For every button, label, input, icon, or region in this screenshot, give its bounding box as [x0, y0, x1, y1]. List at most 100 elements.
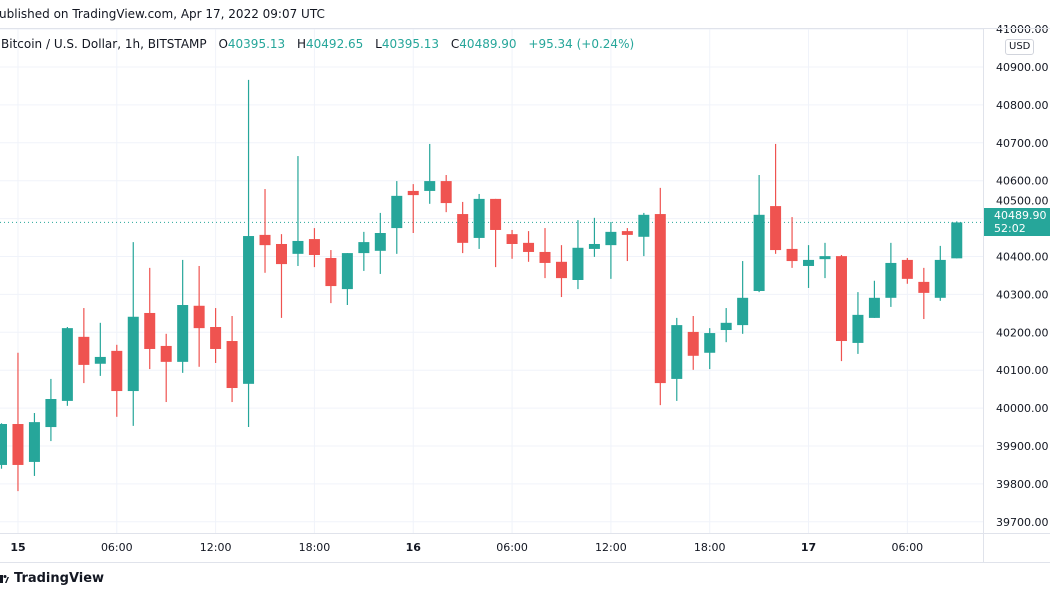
candle-up[interactable] [45, 378, 57, 442]
currency-badge[interactable]: USD [1005, 39, 1035, 55]
candle-down[interactable] [687, 316, 699, 370]
time-axis[interactable]: 15 06:00 12:00 18:00 16 06:00 12:00 18:00 17 06:0… [10, 541, 923, 554]
candle-body [918, 281, 930, 293]
candle-down[interactable] [12, 352, 24, 492]
candle-up[interactable] [0, 423, 7, 469]
candle-up[interactable] [94, 322, 106, 376]
candle-up[interactable] [638, 212, 650, 257]
symbol-title[interactable]: Bitcoin / U.S. Dollar, 1h, BITSTAMP [1, 37, 207, 51]
price-axis[interactable]: 39700.00 39800.00 39900.00 40000.00 40100.00… [996, 23, 1049, 529]
candle-up[interactable] [803, 245, 815, 288]
candle-down[interactable] [226, 316, 238, 403]
candle-up[interactable] [28, 413, 40, 476]
candle-up[interactable] [177, 259, 189, 373]
candle-up[interactable] [934, 245, 946, 301]
candle-up[interactable] [704, 328, 716, 370]
candle-body [621, 231, 633, 235]
candle-up[interactable] [671, 317, 683, 401]
candle-up[interactable] [473, 193, 485, 249]
candle-body [572, 247, 584, 280]
candle-body [308, 239, 320, 255]
close-label: C [450, 37, 460, 51]
candle-up[interactable] [819, 242, 831, 279]
candle-body [177, 305, 189, 362]
candle-up[interactable] [753, 175, 765, 293]
brand-name[interactable]: TradingView [14, 571, 105, 586]
candle-body [12, 424, 24, 465]
candle-down[interactable] [555, 245, 567, 298]
candle-up[interactable] [292, 156, 304, 266]
open-value: 40395.13 [227, 37, 286, 51]
candle-down[interactable] [210, 308, 222, 363]
bar-countdown: 52:02 [994, 222, 1026, 236]
candle-down[interactable] [523, 231, 535, 262]
candle-body [374, 233, 386, 251]
candle-up[interactable] [243, 79, 255, 428]
candle-up[interactable] [737, 261, 749, 334]
candle-up[interactable] [341, 253, 353, 306]
candle-up[interactable] [868, 280, 880, 318]
price-tick-label: 40200.00 [996, 326, 1049, 339]
candle-down[interactable] [490, 198, 502, 268]
candle-down[interactable] [111, 344, 123, 417]
candle-up[interactable] [605, 222, 617, 279]
candle-down[interactable] [325, 250, 337, 304]
candle-down[interactable] [457, 201, 469, 254]
candle-down[interactable] [440, 175, 452, 213]
candle-up[interactable] [424, 143, 436, 204]
candle-body [753, 214, 765, 291]
candle-body [78, 336, 90, 365]
candle-down[interactable] [506, 229, 518, 259]
candle-body [737, 297, 749, 326]
candle-down[interactable] [901, 258, 913, 284]
published-note: Published on TradingView.com, Apr 17, 20… [0, 7, 325, 21]
price-tick-label: 39800.00 [996, 478, 1049, 491]
candle-body [275, 243, 287, 265]
candle-down[interactable] [78, 308, 90, 384]
change-value: +95.34 (+0.24%) [528, 37, 635, 51]
low-value: 40395.13 [381, 37, 440, 51]
candle-up[interactable] [852, 292, 864, 354]
candle-down[interactable] [654, 187, 666, 406]
candle-up[interactable] [720, 308, 732, 343]
candle-down[interactable] [259, 189, 271, 273]
candles [0, 79, 963, 492]
candle-up[interactable] [951, 221, 963, 259]
candle-up[interactable] [391, 181, 403, 254]
price-tick-label: 40900.00 [996, 61, 1049, 74]
candle-body [210, 326, 222, 349]
candle-down[interactable] [160, 333, 172, 403]
candle-down[interactable] [193, 265, 205, 367]
candle-down[interactable] [770, 143, 782, 254]
candle-down[interactable] [835, 254, 847, 362]
candle-down[interactable] [786, 217, 798, 268]
price-tick-label: 40500.00 [996, 194, 1049, 207]
candle-up[interactable] [61, 326, 73, 406]
candle-up[interactable] [358, 231, 370, 271]
candle-down[interactable] [275, 234, 287, 318]
candle-down[interactable] [621, 228, 633, 262]
candle-down[interactable] [539, 228, 551, 279]
candle-up[interactable] [127, 242, 139, 426]
price-tick-label: 40800.00 [996, 99, 1049, 112]
candle-down[interactable] [308, 228, 320, 268]
candle-body [292, 240, 304, 254]
candle-down[interactable] [144, 267, 156, 370]
candle-body [144, 312, 156, 349]
candle-down[interactable] [407, 184, 419, 234]
candle-body [391, 195, 403, 229]
time-tick-label: 18:00 [694, 541, 726, 554]
candle-up[interactable] [588, 217, 600, 257]
price-tick-label: 39900.00 [996, 440, 1049, 453]
candle-body [539, 251, 551, 263]
candle-body [490, 198, 502, 230]
price-tick-label: 40100.00 [996, 364, 1049, 377]
candle-body [506, 234, 518, 244]
last-price-label: 40489.90 52:02 [984, 208, 1050, 237]
candle-down[interactable] [918, 267, 930, 320]
candle-body [226, 341, 238, 389]
candle-up[interactable] [572, 220, 584, 290]
candle-up[interactable] [374, 212, 386, 274]
candle-up[interactable] [885, 242, 897, 307]
